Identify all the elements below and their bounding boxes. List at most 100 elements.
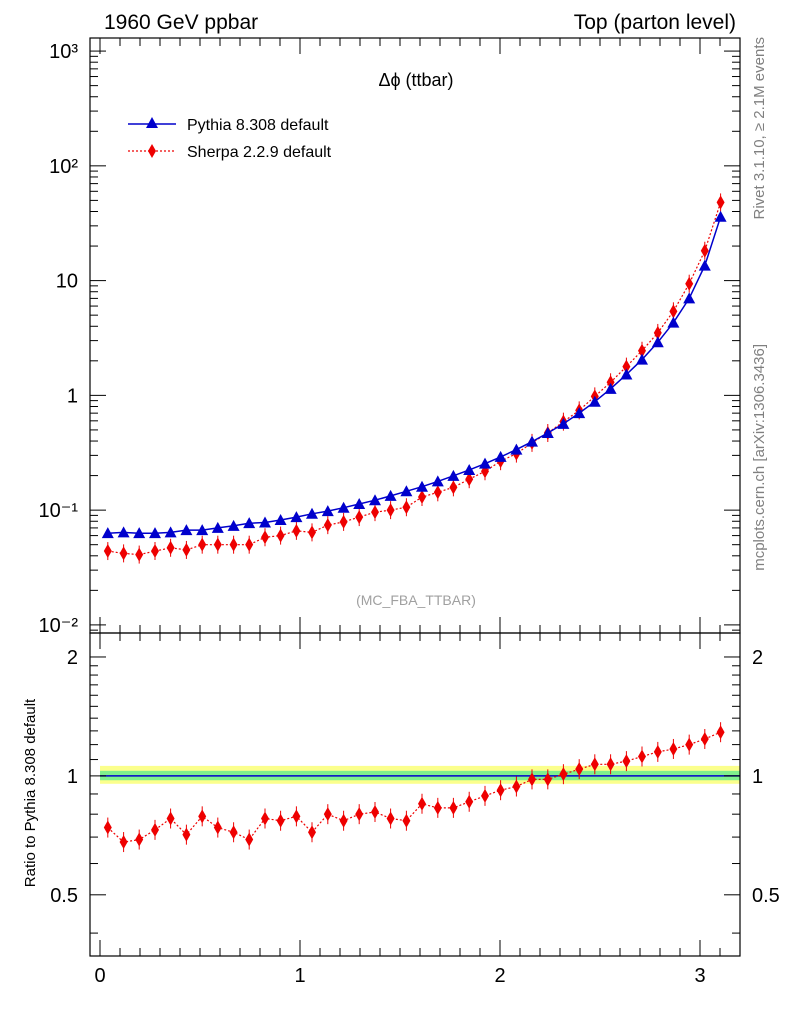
ratio-y-tick-label: 2 — [67, 647, 78, 669]
legend-sherpa-label: Sherpa 2.2.9 default — [187, 144, 332, 161]
pythia-point — [369, 494, 381, 506]
ratio-y-tick-label: 1 — [67, 766, 78, 788]
ratio-sherpa-point — [449, 800, 458, 815]
pythia-point — [337, 501, 350, 513]
header-right: Top (parton level) — [574, 11, 736, 34]
pythia-point — [636, 353, 648, 365]
ratio-sherpa-point — [119, 835, 128, 850]
ratio-sherpa-point — [512, 779, 521, 794]
sherpa-point — [638, 343, 646, 358]
pythia-point — [667, 316, 680, 328]
pythia-point — [384, 489, 397, 501]
header-left: 1960 GeV ppbar — [104, 11, 258, 34]
main-panel: 10⁻² 10⁻¹ 1 10 10² 10³ Δϕ (ttbar) (MC_FBA_TTB… — [39, 37, 741, 637]
pythia-point — [211, 521, 224, 533]
sherpa-point — [716, 195, 725, 210]
sherpa-point — [700, 243, 709, 258]
ratio-sherpa-point — [339, 813, 348, 828]
pythia-point — [133, 527, 146, 539]
sherpa-point — [261, 530, 269, 545]
ratio-y-tick-label: 0.5 — [50, 885, 78, 907]
pythia-point — [541, 427, 554, 439]
sherpa-point — [308, 525, 316, 540]
legend-pythia-marker — [146, 117, 158, 128]
ratio-sherpa-point — [213, 820, 222, 835]
sherpa-point — [198, 537, 207, 552]
main-y-tick-label: 10 — [56, 271, 78, 293]
ratio-sherpa-point — [261, 811, 269, 826]
pythia-point — [698, 259, 711, 271]
pythia-point — [149, 527, 161, 539]
sherpa-point — [151, 544, 159, 559]
sherpa-point — [323, 518, 332, 533]
pythia-point — [164, 526, 177, 538]
pythia-point — [306, 507, 318, 519]
sherpa-point — [103, 544, 112, 559]
ratio-sherpa-point — [433, 800, 442, 815]
pythia-point — [510, 443, 523, 455]
sherpa-point — [292, 523, 301, 538]
rivet-side-text: Rivet 3.1.10, ≥ 2.1M events — [751, 37, 768, 220]
pythia-point — [620, 368, 633, 380]
sherpa-point — [449, 480, 458, 495]
sherpa-point — [229, 537, 238, 552]
ratio-sherpa-point — [638, 749, 646, 764]
sherpa-point — [669, 304, 678, 319]
pythia-point — [290, 511, 303, 523]
pythia-point — [588, 395, 601, 407]
main-y-tick-label: 10⁻² — [39, 615, 79, 637]
ratio-sherpa-point — [496, 783, 505, 798]
ratio-sherpa-point — [685, 737, 694, 752]
sherpa-point — [685, 276, 694, 291]
pythia-point — [714, 210, 727, 222]
ratio-sherpa-point — [323, 807, 332, 822]
sherpa-point — [245, 537, 254, 552]
sherpa-point — [213, 537, 222, 552]
legend-pythia-label: Pythia 8.308 default — [187, 117, 329, 134]
sherpa-point — [418, 490, 426, 505]
pythia-series-line — [107, 216, 722, 534]
main-y-tick-label: 1 — [67, 385, 78, 407]
main-y-tick-label: 10⁻¹ — [39, 500, 79, 522]
pythia-point — [117, 526, 130, 538]
pythia-point — [431, 475, 444, 487]
ratio-sherpa-point — [590, 757, 599, 772]
ratio-sherpa-point — [371, 805, 379, 820]
pythia-point — [400, 485, 413, 497]
main-y-tick-label: 10³ — [49, 41, 78, 63]
ratio-sherpa-point — [653, 744, 662, 759]
pythia-point — [526, 435, 538, 447]
ratio-sherpa-point — [151, 822, 159, 837]
ratio-sherpa-point — [575, 762, 584, 777]
sherpa-series-line — [107, 202, 722, 556]
ratio-sherpa-point — [700, 731, 709, 746]
main-title: Δϕ (ttbar) — [378, 70, 453, 90]
ratio-y-tick-label-right: 0.5 — [752, 885, 780, 907]
sherpa-point — [653, 325, 662, 340]
ratio-y-tick-label-right: 2 — [752, 647, 763, 669]
ratio-ylabel: Ratio to Pythia 8.308 default — [22, 698, 39, 887]
sherpa-point — [402, 500, 411, 515]
ratio-sherpa-point — [166, 811, 175, 826]
pythia-point — [243, 517, 256, 529]
ratio-x-tick-label: 0 — [94, 965, 105, 987]
ratio-sherpa-point — [669, 741, 678, 756]
ratio-sherpa-point — [716, 725, 725, 740]
pythia-point — [196, 524, 209, 536]
ratio-sherpa-point — [245, 832, 254, 847]
pythia-point — [416, 480, 428, 492]
sherpa-point — [606, 375, 615, 390]
pythia-point — [180, 524, 193, 536]
ratio-sherpa-point — [543, 772, 552, 787]
sherpa-point — [433, 485, 442, 500]
sherpa-point — [622, 359, 631, 374]
ratio-sherpa-point — [418, 796, 426, 811]
pythia-point — [463, 463, 476, 475]
pythia-point — [447, 469, 460, 481]
legend-sherpa-marker — [148, 144, 156, 158]
sherpa-point — [276, 528, 285, 543]
ratio-sherpa-point — [481, 788, 489, 803]
ratio-sherpa-point — [229, 825, 238, 840]
pythia-point — [604, 382, 617, 394]
